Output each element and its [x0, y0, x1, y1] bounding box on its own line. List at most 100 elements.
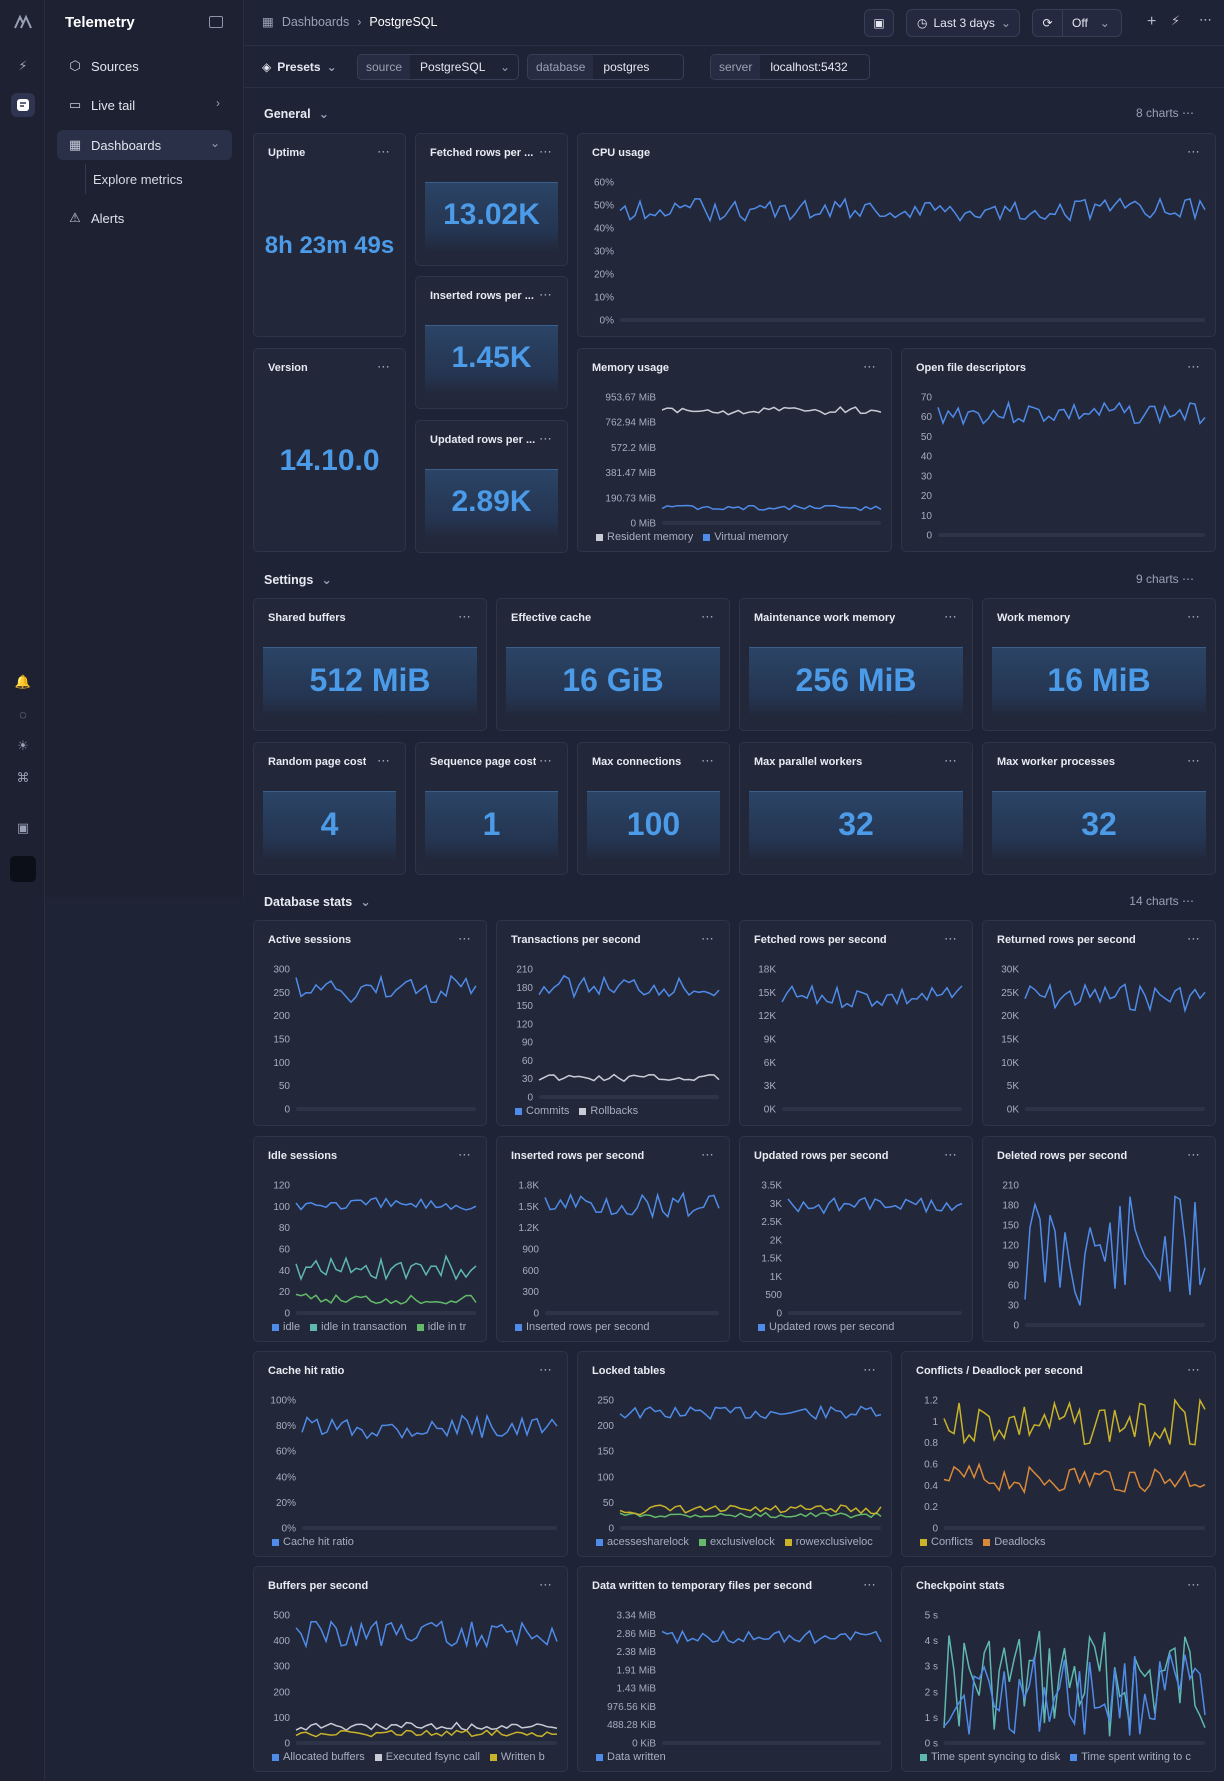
y-tick-label: 100 — [273, 1058, 290, 1069]
more-icon[interactable]: ⋯ — [863, 359, 877, 374]
panel-title: Max parallel workers — [754, 756, 863, 768]
more-icon[interactable]: ⋯ — [701, 753, 715, 768]
more-icon[interactable]: ⋯ — [701, 609, 715, 624]
lightning-icon[interactable]: ⚡ — [18, 58, 28, 73]
more-icon[interactable]: ⋯ — [1187, 609, 1201, 624]
breadcrumb-parent[interactable]: Dashboards — [281, 14, 350, 29]
more-icon[interactable]: ⋯ — [1187, 144, 1201, 159]
y-tick-label: 0 — [776, 1309, 782, 1320]
command-icon[interactable]: ⌘ — [16, 770, 30, 785]
legend-item[interactable]: Virtual memory — [703, 531, 788, 543]
legend-item[interactable]: Inserted rows per second — [515, 1321, 650, 1333]
more-icon[interactable]: ⋯ — [539, 287, 553, 302]
more-icon[interactable]: ⋯ — [377, 144, 391, 159]
bolt-icon[interactable]: ⚡ — [1171, 13, 1181, 28]
more-icon[interactable]: ⋯ — [539, 1362, 553, 1377]
legend-label: Deadlocks — [994, 1536, 1046, 1548]
more-icon[interactable]: ⋯ — [539, 431, 553, 446]
more-icon[interactable]: ⋯ — [1187, 359, 1201, 374]
legend-item[interactable]: Cache hit ratio — [272, 1536, 354, 1548]
refresh-control[interactable]: ⟳ Off ⌄ — [1032, 9, 1122, 37]
legend-item[interactable]: Allocated buffers — [272, 1751, 365, 1763]
more-icon[interactable]: ⋯ — [1182, 894, 1194, 908]
more-icon[interactable]: ⋯ — [944, 1147, 958, 1162]
plus-icon[interactable]: + — [1147, 13, 1157, 30]
more-icon[interactable]: ⋯ — [539, 753, 553, 768]
panel-title: Checkpoint stats — [916, 1580, 1005, 1592]
section-settings[interactable]: Settings ⌄ — [264, 572, 332, 588]
legend-item[interactable]: Resident memory — [596, 531, 693, 543]
more-icon[interactable]: ⋯ — [1187, 1147, 1201, 1162]
more-icon[interactable]: ⋯ — [458, 931, 472, 946]
legend-item[interactable]: Written b — [489, 1751, 545, 1763]
server-filter[interactable]: server localhost:5432 — [710, 54, 870, 80]
source-filter[interactable]: source PostgreSQL ⌄ — [357, 54, 519, 80]
database-filter[interactable]: database postgres — [527, 54, 684, 80]
y-tick-label: 3.5K — [761, 1181, 782, 1192]
nav-explore-metrics[interactable]: Explore metrics — [93, 172, 183, 187]
more-icon[interactable]: ⋯ — [458, 1147, 472, 1162]
ai-button[interactable]: ▣ — [864, 9, 894, 37]
more-icon[interactable]: ⋯ — [701, 1147, 715, 1162]
more-icon[interactable]: ⋯ — [701, 931, 715, 946]
legend-item[interactable]: exclusivelock — [698, 1536, 775, 1548]
nav-sources[interactable]: ⬡ Sources — [57, 51, 232, 81]
more-icon[interactable]: ⋯ — [944, 609, 958, 624]
y-tick-label: 900 — [522, 1245, 539, 1256]
refresh-icon[interactable]: ⟳ — [1033, 10, 1063, 36]
nav-dashboards[interactable]: ▦ Dashboards ⌄ — [57, 130, 232, 160]
more-icon[interactable]: ⋯ — [377, 359, 391, 374]
collapse-sidebar-icon[interactable] — [209, 16, 223, 28]
section-db-stats-count: 14 charts ⋯ — [1129, 894, 1194, 908]
legend-item[interactable]: Rollbacks — [579, 1105, 638, 1117]
nav-live-tail[interactable]: ▭ Live tail › — [57, 90, 232, 120]
more-icon[interactable]: ⋯ — [1182, 106, 1194, 120]
stat-panel-uptime: Uptime ⋯ 8h 23m 49s — [253, 133, 406, 337]
legend-item[interactable]: idle in tr — [416, 1321, 466, 1333]
legend-item[interactable]: Conflicts — [920, 1536, 973, 1548]
logo-icon[interactable] — [11, 10, 35, 34]
more-icon[interactable]: ⋯ — [1187, 1577, 1201, 1592]
telemetry-icon[interactable] — [11, 93, 35, 117]
nav-alerts[interactable]: ⚠ Alerts — [57, 203, 232, 233]
more-icon[interactable]: ⋯ — [539, 1577, 553, 1592]
bell-icon[interactable]: 🔔 — [14, 674, 32, 689]
more-icon[interactable]: ⋯ — [863, 1577, 877, 1592]
y-tick-label: 30 — [522, 1074, 534, 1085]
more-icon[interactable]: ⋯ — [539, 144, 553, 159]
legend-item[interactable]: Time spent syncing to disk — [920, 1751, 1060, 1763]
legend-item[interactable]: Data written — [596, 1751, 666, 1763]
legend-item[interactable]: Deadlocks — [983, 1536, 1046, 1548]
legend-item[interactable]: idle in transaction — [310, 1321, 407, 1333]
section-general[interactable]: General ⌄ — [264, 106, 329, 122]
section-db-stats[interactable]: Database stats ⌄ — [264, 894, 371, 910]
y-tick-label: 10K — [1001, 1058, 1019, 1069]
legend-item[interactable]: Commits — [515, 1105, 569, 1117]
more-icon[interactable]: ⋯ — [377, 753, 391, 768]
sun-icon[interactable]: ☀ — [17, 738, 29, 753]
more-icon[interactable]: ⋯ — [863, 1362, 877, 1377]
more-icon[interactable]: ⋯ — [1199, 12, 1212, 27]
more-icon[interactable]: ⋯ — [458, 609, 472, 624]
y-tick-label: 120 — [516, 1019, 533, 1030]
legend-item[interactable]: rowexclusiveloc — [784, 1536, 873, 1548]
legend-item[interactable]: Updated rows per second — [758, 1321, 894, 1333]
y-tick-label: 762.94 MiB — [605, 418, 656, 429]
stat-value: 4 — [320, 805, 339, 842]
team-avatar[interactable] — [10, 856, 36, 882]
legend-item[interactable]: Time spent writing to c — [1070, 1751, 1191, 1763]
stat-panel-mpw: Max parallel workers ⋯ 32 — [739, 742, 973, 875]
chat-icon[interactable]: ◌ — [19, 706, 27, 722]
more-icon[interactable]: ⋯ — [944, 931, 958, 946]
user-badge-icon[interactable]: ▣ — [16, 820, 30, 835]
presets-button[interactable]: ◈ Presets ⌄ — [262, 55, 337, 79]
legend-item[interactable]: idle — [272, 1321, 300, 1333]
more-icon[interactable]: ⋯ — [1187, 753, 1201, 768]
more-icon[interactable]: ⋯ — [1187, 931, 1201, 946]
time-range-select[interactable]: ◷ Last 3 days ⌄ — [906, 9, 1020, 37]
legend-item[interactable]: Executed fsync call — [374, 1751, 480, 1763]
legend-item[interactable]: acessesharelock — [596, 1536, 689, 1548]
more-icon[interactable]: ⋯ — [1182, 572, 1194, 586]
more-icon[interactable]: ⋯ — [1187, 1362, 1201, 1377]
more-icon[interactable]: ⋯ — [944, 753, 958, 768]
